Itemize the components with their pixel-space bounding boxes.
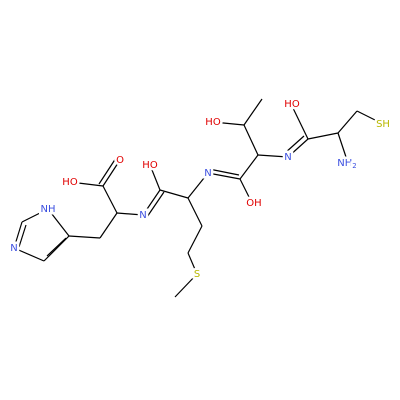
atom-label: N bbox=[10, 243, 17, 254]
atom-symbol: S bbox=[194, 269, 200, 280]
atom-label: OH bbox=[246, 198, 261, 209]
atom-label: HO bbox=[142, 160, 158, 171]
atom-symbol: OH bbox=[246, 198, 261, 209]
atom-symbol: O bbox=[116, 155, 124, 166]
atom-symbol: N bbox=[139, 210, 146, 221]
atom-label: HO bbox=[205, 117, 221, 128]
bonds bbox=[13, 98, 384, 298]
atom-label: N bbox=[139, 210, 146, 221]
atom-symbol: SH bbox=[376, 119, 390, 130]
atom-label: SH bbox=[376, 119, 390, 130]
atom-symbol: N bbox=[10, 243, 17, 254]
atom-symbol: HO bbox=[205, 117, 221, 128]
atom-symbol: HO bbox=[142, 160, 158, 171]
atom-symbol: N bbox=[204, 168, 211, 179]
atom-symbol: N bbox=[284, 152, 291, 163]
atom-symbol: NH bbox=[41, 204, 56, 215]
atom-label: O bbox=[116, 155, 124, 166]
atom-label: N bbox=[204, 168, 211, 179]
atom-label: HO bbox=[284, 99, 300, 110]
atom-symbol: HO bbox=[284, 99, 300, 110]
atom-label: NH2 bbox=[337, 158, 356, 170]
atom-label: S bbox=[194, 269, 200, 280]
atom-label: N bbox=[284, 152, 291, 163]
atom-symbol: NH bbox=[337, 158, 352, 169]
atom-label: NH bbox=[41, 204, 56, 215]
atom-label: HO bbox=[62, 177, 78, 188]
atom-subscript: 2 bbox=[352, 162, 356, 170]
atom-symbol: HO bbox=[62, 177, 78, 188]
